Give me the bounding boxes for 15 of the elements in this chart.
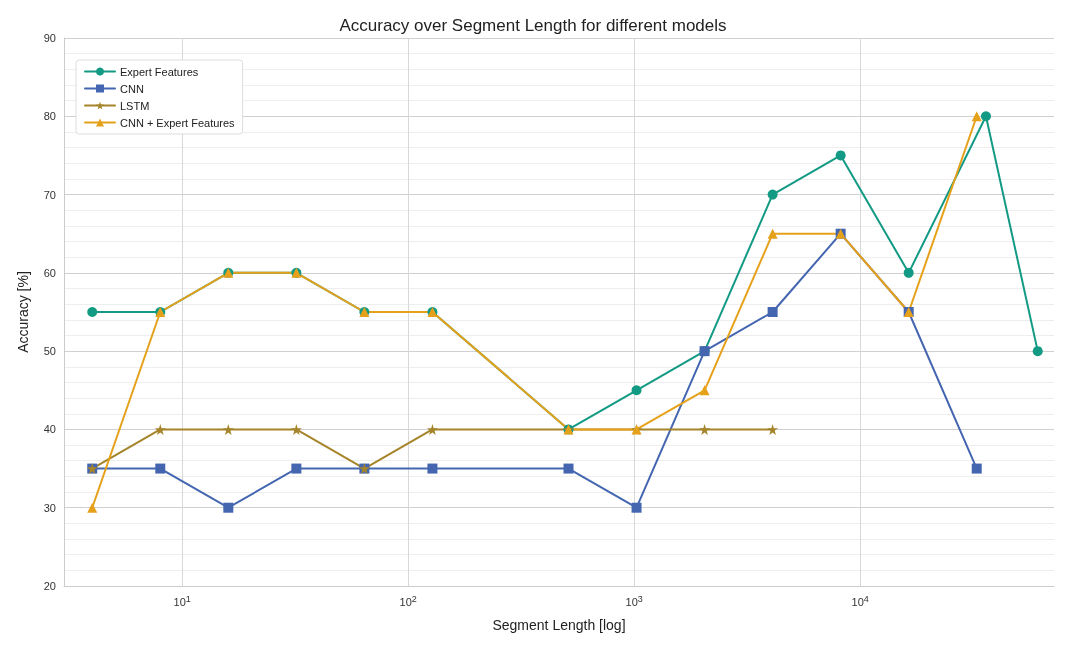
legend-label: CNN + Expert Features	[120, 116, 236, 129]
y-axis-title: Accuracy [%]	[15, 271, 31, 353]
y-tick-label: 60	[43, 266, 56, 279]
legend-label: Expert Features	[120, 65, 199, 78]
x-axis-title: Segment Length [log]	[492, 617, 626, 633]
y-tick-label: 80	[43, 110, 56, 123]
y-tick-label: 20	[43, 580, 56, 592]
y-tick-label: 90	[43, 32, 56, 44]
legend-label: LSTM	[120, 99, 150, 112]
legend-label: CNN	[120, 82, 144, 95]
y-tick-label: 40	[43, 423, 56, 436]
y-tick-label: 50	[43, 345, 56, 358]
y-tick-label: 70	[43, 188, 56, 201]
y-tick-label: 30	[43, 501, 56, 514]
chart-title: Accuracy over Segment Length for different models	[339, 16, 727, 35]
